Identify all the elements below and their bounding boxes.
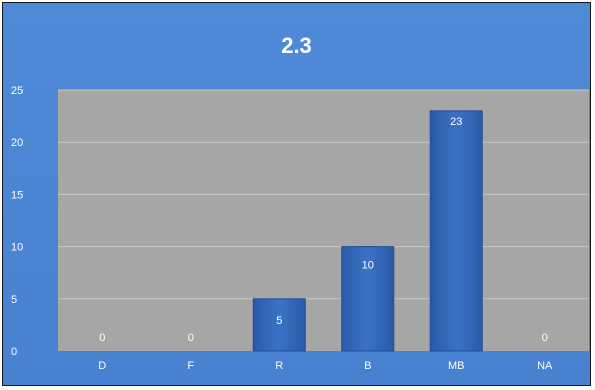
bar-b	[341, 246, 395, 352]
y-tick-label: 15	[11, 189, 23, 201]
data-label-f: 0	[188, 332, 194, 344]
bar-mb	[429, 110, 483, 352]
y-tick-label: 5	[11, 294, 17, 306]
y-tick-label: 20	[11, 137, 23, 149]
plot-area	[58, 90, 589, 351]
bars: 0 0 5 10 23 0	[99, 110, 548, 352]
x-tick-label-d: D	[98, 360, 106, 372]
x-tick-label-f: F	[187, 360, 194, 372]
gridlines	[58, 89, 589, 300]
y-tick-label: 10	[11, 242, 23, 254]
y-axis-ticks: 0 5 10 15 20 25	[11, 85, 23, 358]
x-tick-label-b: B	[364, 360, 371, 372]
x-tick-label-r: R	[275, 360, 283, 372]
chart-title: 2.3	[281, 33, 312, 58]
data-label-b: 10	[362, 260, 374, 272]
data-label-r: 5	[276, 315, 282, 327]
data-label-na: 0	[542, 332, 548, 344]
chart-frame: 2.3 0 5 10 15 20 25 0 0 5 10 23 0 D F R B MB NA	[2, 2, 591, 386]
x-tick-label-mb: MB	[448, 360, 465, 372]
data-label-mb: 23	[450, 116, 462, 128]
bar-chart: 0 5 10 15 20 25 0 0 5 10 23 0 D F R B MB NA	[11, 85, 589, 372]
y-tick-label: 25	[11, 85, 23, 97]
x-tick-label-na: NA	[537, 360, 553, 372]
bar-r	[252, 298, 306, 352]
data-label-d: 0	[99, 332, 105, 344]
y-tick-label: 0	[11, 346, 17, 358]
x-axis-ticks: D F R B MB NA	[98, 360, 553, 372]
